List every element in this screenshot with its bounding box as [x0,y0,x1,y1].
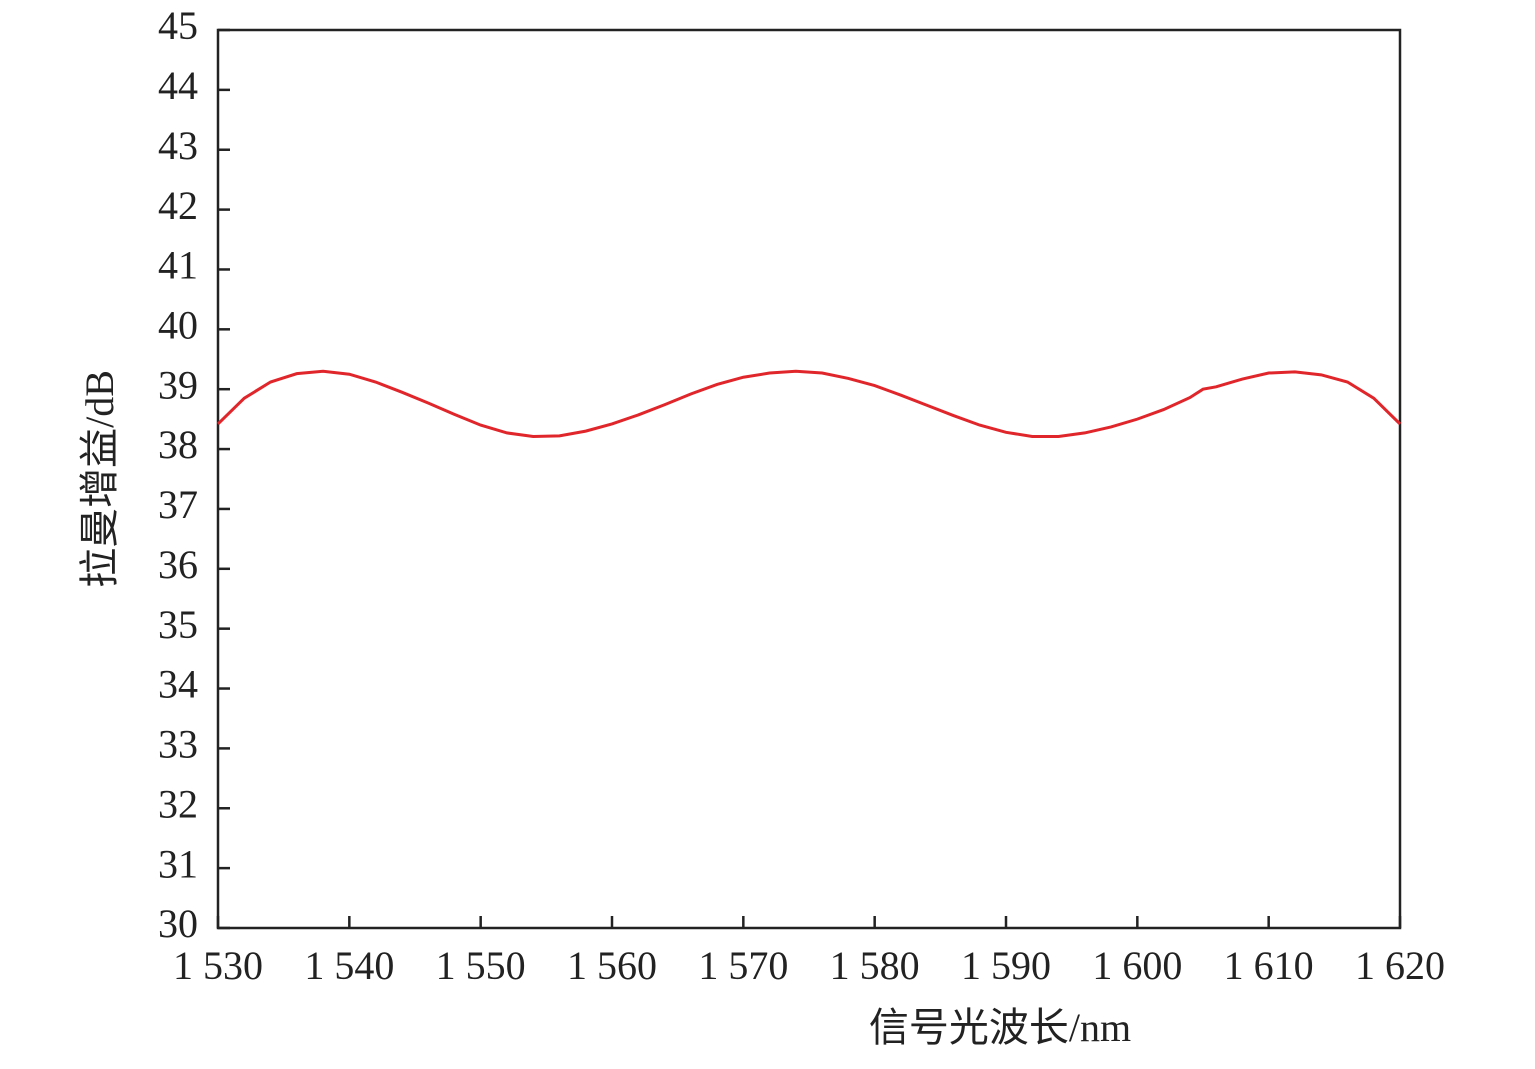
y-tick-label: 37 [158,482,198,527]
y-tick-label: 44 [158,63,198,108]
y-tick-label: 38 [158,422,198,467]
y-tick-label: 32 [158,781,198,826]
y-tick-label: 43 [158,123,198,168]
y-axis-label: 拉曼增益/dB [77,370,122,588]
x-tick-label: 1 590 [961,943,1051,988]
x-tick-label: 1 580 [830,943,920,988]
y-tick-label: 40 [158,303,198,348]
y-tick-label: 42 [158,183,198,228]
x-tick-label: 1 570 [698,943,788,988]
x-tick-label: 1 530 [173,943,263,988]
x-axis-label: 信号光波长/nm [869,1005,1131,1050]
y-tick-label: 34 [158,662,198,707]
plot-frame [216,28,1402,930]
x-tick-label: 1 550 [436,943,526,988]
y-tick-label: 39 [158,362,198,407]
x-tick-label: 1 540 [304,943,394,988]
x-tick-label: 1 620 [1355,943,1445,988]
y-tick-label: 45 [158,3,198,48]
y-tick-label: 36 [158,542,198,587]
data-line [216,369,1402,438]
y-tick-label: 31 [158,841,198,886]
y-tick-label: 41 [158,243,198,288]
x-tick-label: 1 560 [567,943,657,988]
y-tick-label: 33 [158,722,198,767]
x-tick-label: 1 600 [1092,943,1182,988]
y-tick-label: 30 [158,901,198,946]
x-tick-label: 1 610 [1224,943,1314,988]
y-tick-label: 35 [158,602,198,647]
